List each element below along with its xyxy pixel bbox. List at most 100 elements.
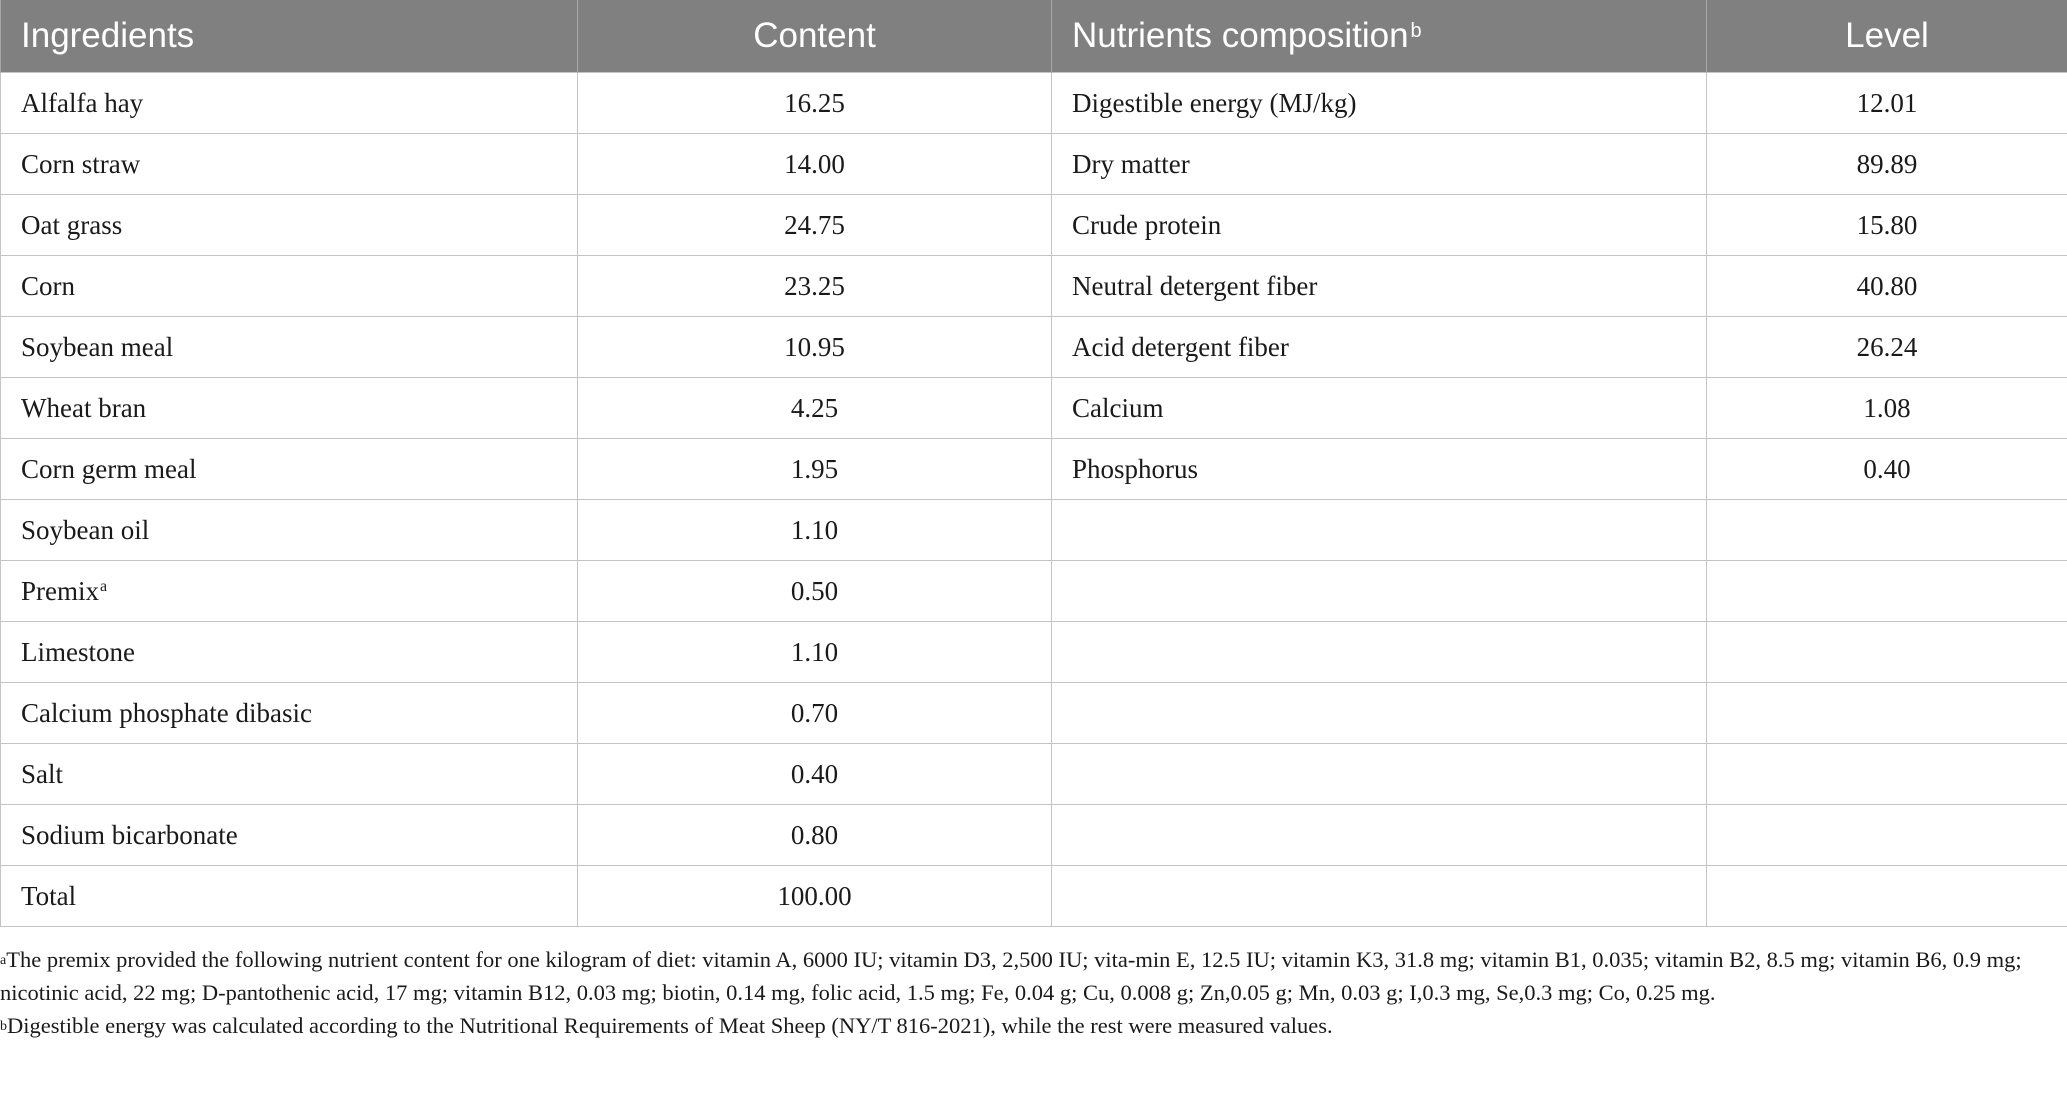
ingredient-cell: Calcium phosphate dibasic [0, 682, 578, 744]
nutrient-cell [1051, 621, 1707, 683]
content-cell: 10.95 [577, 316, 1052, 378]
content-cell-text: 1.10 [790, 514, 839, 545]
ingredient-cell-text: Corn [21, 270, 75, 301]
ingredient-cell-text: Oat grass [21, 209, 123, 240]
ingredient-cell-text: Alfalfa hay [21, 87, 144, 118]
header-ingredients-label: Ingredients [21, 16, 195, 55]
table-row: Soybean meal 10.95 Acid detergent fiber 26.… [0, 316, 2067, 378]
nutrient-cell: Digestible energy (MJ/kg) [1051, 72, 1707, 134]
table-row: Corn 23.25 Neutral detergent fiber 40.80 [0, 255, 2067, 317]
header-level: Level [1706, 0, 2067, 73]
content-cell: 14.00 [577, 133, 1052, 195]
content-cell-text: 0.40 [790, 758, 839, 789]
nutrient-cell: Calcium [1051, 377, 1707, 439]
table-row: Limestone 1.10 [0, 621, 2067, 683]
table-row: Sodium bicarbonate 0.80 [0, 804, 2067, 866]
nutrient-cell [1051, 682, 1707, 744]
nutrient-cell-text: Neutral detergent fiber [1072, 270, 1318, 301]
level-cell: 12.01 [1706, 72, 2067, 134]
footnote-b-text: Digestible energy was calculated accordi… [7, 1013, 1333, 1038]
ingredient-cell: Wheat bran [0, 377, 578, 439]
content-cell: 0.80 [577, 804, 1052, 866]
content-cell-text: 0.50 [790, 575, 839, 606]
ingredient-cell: Premixa [0, 560, 578, 622]
footnote-marker-b: b [1410, 20, 1422, 42]
content-cell: 24.75 [577, 194, 1052, 256]
table-row: Calcium phosphate dibasic 0.70 [0, 682, 2067, 744]
header-content: Content [577, 0, 1052, 73]
ingredient-cell: Soybean oil [0, 499, 578, 561]
content-cell: 16.25 [577, 72, 1052, 134]
content-cell: 0.70 [577, 682, 1052, 744]
content-cell: 23.25 [577, 255, 1052, 317]
content-cell-text: 24.75 [784, 209, 845, 240]
ingredient-cell: Alfalfa hay [0, 72, 578, 134]
level-cell-text: 40.80 [1856, 270, 1918, 301]
nutrient-cell [1051, 804, 1707, 866]
content-cell-text: 1.95 [790, 453, 839, 484]
table-header: Ingredients Content Nutrients compositio… [0, 0, 2067, 73]
nutrient-cell: Dry matter [1051, 133, 1707, 195]
ingredient-cell: Corn [0, 255, 578, 317]
ingredient-cell-text: Calcium phosphate dibasic [21, 697, 312, 728]
header-content-label: Content [753, 16, 876, 55]
level-cell-text: 0.40 [1863, 453, 1911, 484]
content-cell: 1.10 [577, 499, 1052, 561]
footnote-a-text: The premix provided the following nutrie… [0, 947, 2022, 1005]
ingredient-cell-text: Limestone [21, 636, 135, 667]
ingredient-cell-text: Corn germ meal [21, 453, 197, 484]
level-cell: 1.08 [1706, 377, 2067, 439]
ingredient-cell-text: Soybean oil [21, 514, 150, 545]
content-cell-text: 100.00 [777, 880, 852, 911]
level-cell-text: 1.08 [1863, 392, 1911, 423]
table-row: Total 100.00 [0, 865, 2067, 927]
ingredient-cell: Soybean meal [0, 316, 578, 378]
table-row: Corn germ meal 1.95 Phosphorus 0.40 [0, 438, 2067, 500]
ingredient-cell: Total [0, 865, 578, 927]
level-cell [1706, 621, 2067, 683]
content-cell: 0.50 [577, 560, 1052, 622]
nutrient-cell-text: Phosphorus [1072, 453, 1199, 484]
content-cell-text: 0.80 [790, 819, 839, 850]
ingredient-cell-text: Sodium bicarbonate [21, 819, 238, 850]
table-row: Wheat bran 4.25 Calcium 1.08 [0, 377, 2067, 439]
content-cell: 1.95 [577, 438, 1052, 500]
nutrient-cell-text: Calcium [1072, 392, 1164, 423]
ingredient-cell: Limestone [0, 621, 578, 683]
level-cell-text: 12.01 [1856, 87, 1918, 118]
level-cell: 0.40 [1706, 438, 2067, 500]
ingredient-cell-text: Soybean meal [21, 331, 174, 362]
ingredient-cell: Oat grass [0, 194, 578, 256]
nutrient-cell [1051, 865, 1707, 927]
level-cell-text: 26.24 [1856, 331, 1918, 362]
ingredient-cell: Salt [0, 743, 578, 805]
level-cell-text: 89.89 [1856, 148, 1918, 179]
content-cell-text: 0.70 [790, 697, 839, 728]
level-cell [1706, 499, 2067, 561]
header-level-label: Level [1845, 16, 1929, 55]
header-nutrients-label: Nutrients composition [1072, 16, 1409, 55]
table-row: Oat grass 24.75 Crude protein 15.80 [0, 194, 2067, 256]
header-row: Ingredients Content Nutrients compositio… [0, 0, 2067, 73]
nutrient-cell [1051, 560, 1707, 622]
table-row: Alfalfa hay 16.25 Digestible energy (MJ/kg… [0, 72, 2067, 134]
nutrient-cell [1051, 499, 1707, 561]
header-nutrients-composition: Nutrients composition b [1051, 0, 1707, 73]
content-cell-text: 10.95 [784, 331, 845, 362]
ingredient-cell: Corn straw [0, 133, 578, 195]
nutrient-cell: Acid detergent fiber [1051, 316, 1707, 378]
ingredient-cell: Corn germ meal [0, 438, 578, 500]
nutrient-cell [1051, 743, 1707, 805]
nutrient-cell-text: Digestible energy (MJ/kg) [1072, 87, 1357, 118]
footnote-marker-a: a [100, 577, 108, 595]
level-cell: 40.80 [1706, 255, 2067, 317]
level-cell: 89.89 [1706, 133, 2067, 195]
level-cell [1706, 804, 2067, 866]
content-cell: 0.40 [577, 743, 1052, 805]
level-cell [1706, 682, 2067, 744]
table-row: Corn straw 14.00 Dry matter 89.89 [0, 133, 2067, 195]
nutrient-cell-text: Crude protein [1072, 209, 1222, 240]
table-row: Salt 0.40 [0, 743, 2067, 805]
content-cell-text: 14.00 [784, 148, 845, 179]
